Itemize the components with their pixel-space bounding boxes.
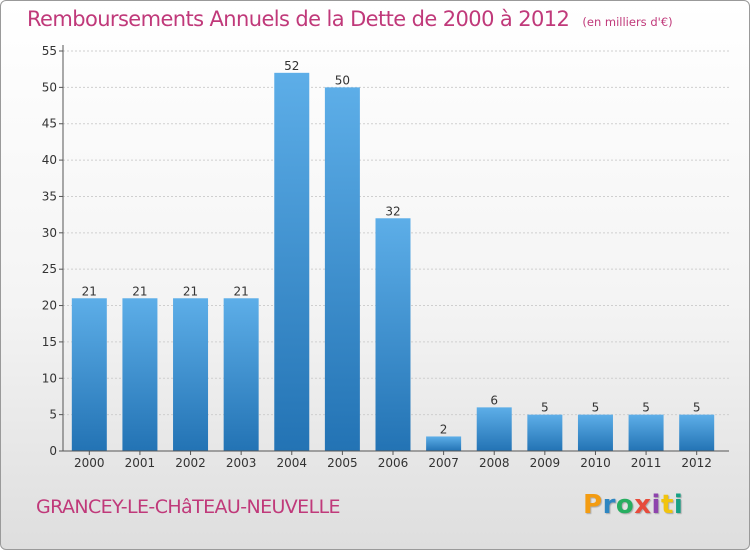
data-label: 50 bbox=[335, 73, 350, 87]
data-label: 5 bbox=[693, 401, 701, 415]
y-tick-label: 30 bbox=[42, 226, 57, 240]
brand-letter: i bbox=[651, 490, 661, 520]
x-tick-label: 2002 bbox=[175, 456, 206, 470]
brand-letter: P bbox=[583, 490, 603, 520]
data-label: 21 bbox=[183, 284, 198, 298]
bar bbox=[274, 72, 310, 452]
y-tick-label: 25 bbox=[42, 262, 57, 276]
y-tick-label: 5 bbox=[49, 408, 57, 422]
y-tick-label: 0 bbox=[49, 444, 57, 458]
data-label: 52 bbox=[284, 59, 299, 73]
x-tick-label: 2004 bbox=[276, 456, 307, 470]
bar bbox=[122, 298, 158, 451]
y-tick-label: 20 bbox=[42, 299, 57, 313]
data-labels: 21 21 21 21 52 50 32 2 6 5 5 5 5 bbox=[82, 59, 701, 437]
data-label: 21 bbox=[82, 284, 97, 298]
bar bbox=[426, 436, 462, 451]
brand-letter: i bbox=[673, 490, 684, 520]
bar bbox=[223, 298, 259, 451]
data-label: 5 bbox=[541, 401, 549, 415]
data-label: 5 bbox=[642, 401, 650, 415]
data-label: 21 bbox=[132, 284, 147, 298]
proxiti-logo: Proxiti bbox=[583, 490, 683, 520]
y-tick-label: 55 bbox=[42, 44, 57, 58]
x-tick-label: 2010 bbox=[580, 456, 611, 470]
chart-title: Remboursements Annuels de la Dette de 20… bbox=[27, 7, 570, 31]
bar bbox=[71, 298, 107, 451]
y-tick-label: 45 bbox=[42, 117, 57, 131]
commune-name: GRANCEY-LE-CHâTEAU-NEUVELLE bbox=[36, 496, 341, 518]
x-tick-label: 2006 bbox=[378, 456, 409, 470]
y-tick-label: 35 bbox=[42, 189, 57, 203]
bar bbox=[476, 407, 512, 451]
brand-letter: t bbox=[660, 490, 674, 520]
data-label: 2 bbox=[440, 422, 448, 436]
y-tick-label: 40 bbox=[42, 153, 57, 167]
y-tick-label: 15 bbox=[42, 335, 57, 349]
x-axis-ticks: 2000 2001 2002 2003 2004 2005 2006 2007 2008 2009… bbox=[74, 451, 712, 470]
brand-letter: o bbox=[615, 490, 635, 520]
bar bbox=[324, 87, 360, 451]
x-tick-label: 2000 bbox=[74, 456, 105, 470]
brand-letter: r bbox=[602, 490, 616, 520]
brand-letter: x bbox=[634, 490, 652, 520]
data-label: 5 bbox=[592, 401, 600, 415]
x-tick-label: 2009 bbox=[530, 456, 561, 470]
y-tick-label: 50 bbox=[42, 80, 57, 94]
bar bbox=[173, 298, 209, 451]
x-tick-label: 2011 bbox=[631, 456, 662, 470]
chart-header: Remboursements Annuels de la Dette de 20… bbox=[27, 7, 673, 31]
bar bbox=[628, 414, 664, 451]
x-tick-label: 2003 bbox=[226, 456, 257, 470]
y-axis-ticks: 0 5 10 15 20 25 30 35 40 45 50 55 bbox=[42, 44, 63, 458]
bar bbox=[375, 218, 411, 451]
data-label: 6 bbox=[490, 393, 498, 407]
x-tick-label: 2001 bbox=[125, 456, 156, 470]
bars bbox=[71, 72, 715, 452]
data-label: 21 bbox=[234, 284, 249, 298]
x-tick-label: 2005 bbox=[327, 456, 358, 470]
x-tick-label: 2012 bbox=[681, 456, 712, 470]
axes bbox=[62, 45, 729, 452]
bar bbox=[527, 414, 563, 451]
data-label: 32 bbox=[385, 204, 400, 218]
bar bbox=[577, 414, 613, 451]
bar bbox=[679, 414, 715, 451]
x-tick-label: 2007 bbox=[428, 456, 459, 470]
chart-subtitle: (en milliers d'€) bbox=[582, 15, 673, 29]
y-tick-label: 10 bbox=[42, 371, 57, 385]
x-tick-label: 2008 bbox=[479, 456, 510, 470]
